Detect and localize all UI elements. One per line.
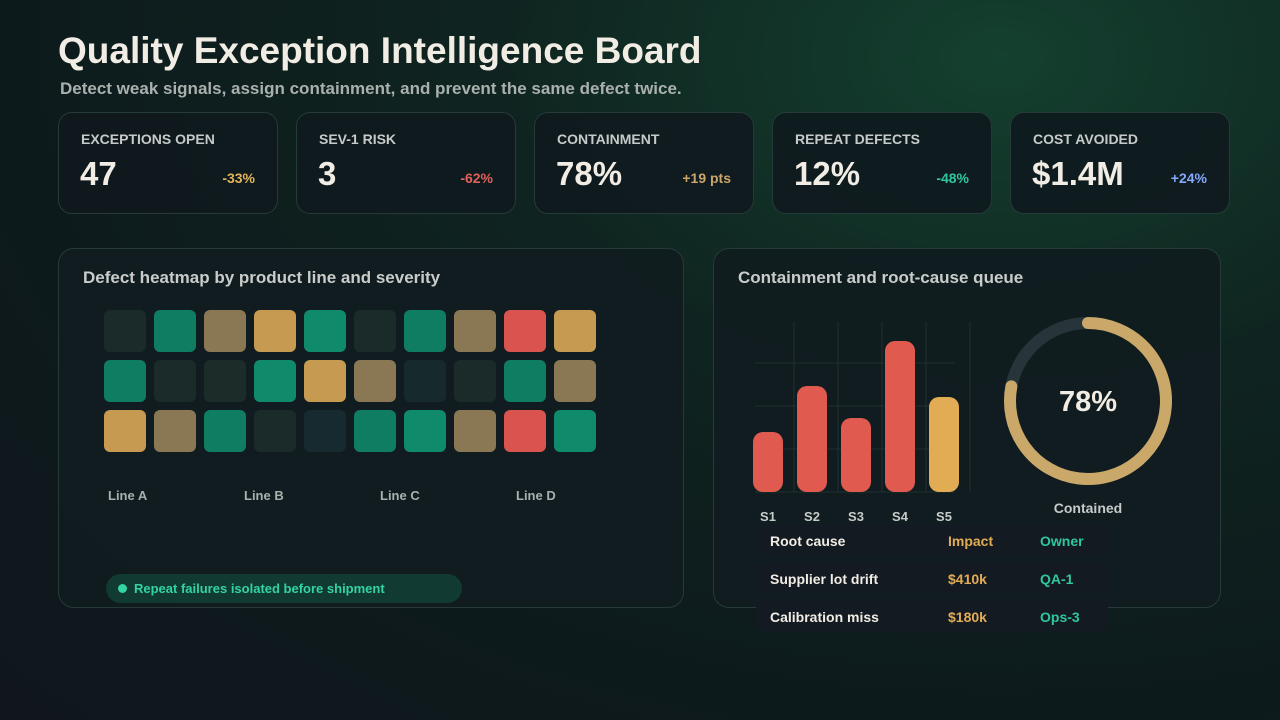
column-label: Line B: [244, 488, 284, 503]
kpi-label: EXCEPTIONS OPEN: [81, 131, 215, 147]
heat-cell: [154, 410, 196, 452]
heat-cell: [354, 410, 396, 452]
heat-cell: [504, 310, 546, 352]
heat-cell: [554, 410, 596, 452]
queue-charts: S1 S2 S3 S4 S5 78% Contained: [753, 317, 1172, 524]
donut-arc: [1004, 317, 1172, 485]
heat-cell: [454, 310, 496, 352]
panel-title: Containment and root-cause queue: [738, 268, 1024, 287]
column-label: Line C: [380, 488, 420, 503]
kpi-card: COST AVOIDED $1.4M +24%: [1010, 112, 1230, 214]
kpi-value: $1.4M: [1032, 155, 1124, 192]
x-tick-label: S4: [892, 509, 909, 524]
heat-cell: [154, 310, 196, 352]
kpi-delta: -48%: [936, 170, 969, 186]
kpi-delta: +19 pts: [682, 170, 731, 186]
table-cell: $410k: [948, 571, 987, 587]
donut-value: 78%: [1059, 386, 1117, 418]
kpi-card: EXCEPTIONS OPEN 47 -33%: [58, 112, 278, 214]
kpi-value: 12%: [794, 155, 861, 192]
bar: [753, 432, 783, 492]
kpi-label: SEV-1 RISK: [319, 131, 397, 147]
heat-cell: [254, 410, 296, 452]
heat-cell: [354, 360, 396, 402]
table-cell: Ops-3: [1040, 609, 1080, 625]
table-cell: Root cause: [770, 533, 846, 549]
heat-cell: [504, 410, 546, 452]
heat-cell: [304, 360, 346, 402]
kpi-card: CONTAINMENT 78% +19 pts: [534, 112, 754, 214]
kpi-card: REPEAT DEFECTS 12% -48%: [772, 112, 992, 214]
x-tick-label: S1: [760, 509, 776, 524]
kpi-label: CONTAINMENT: [557, 131, 660, 147]
bar: [797, 386, 827, 492]
table-row: Supplier lot drift $410k QA-1: [756, 563, 1108, 593]
table-row: Root cause Impact Owner: [756, 525, 1108, 555]
page-subtitle: Detect weak signals, assign containment,…: [60, 79, 682, 98]
heat-cell: [204, 410, 246, 452]
table-cell: $180k: [948, 609, 987, 625]
heat-cell: [204, 360, 246, 402]
heat-cell: [304, 410, 346, 452]
heat-cell: [354, 310, 396, 352]
kpi-delta: +24%: [1170, 170, 1207, 186]
kpi-value: 78%: [556, 155, 623, 192]
kpi-delta: -33%: [222, 170, 255, 186]
kpi-value: 3: [318, 155, 337, 192]
heat-cell: [304, 310, 346, 352]
note-pill: Repeat failures isolated before shipment: [106, 574, 462, 603]
table-cell: QA-1: [1040, 571, 1074, 587]
page-title: Quality Exception Intelligence Board: [58, 30, 702, 71]
heat-cell: [504, 360, 546, 402]
heat-cell: [554, 360, 596, 402]
note-text: Repeat failures isolated before shipment: [134, 581, 385, 596]
heat-cell: [404, 360, 446, 402]
heatmap: Line A Line B Line C Line D: [104, 310, 596, 503]
heat-cell: [404, 310, 446, 352]
donut-label: Contained: [1054, 500, 1122, 516]
kpi-label: COST AVOIDED: [1033, 131, 1139, 147]
heat-cell: [254, 360, 296, 402]
heat-cell: [454, 360, 496, 402]
table-cell: Calibration miss: [770, 609, 879, 625]
table-cell: Supplier lot drift: [770, 571, 879, 587]
table-cell: Owner: [1040, 533, 1084, 549]
kpi-delta: -62%: [460, 170, 493, 186]
table-cell: Impact: [948, 533, 994, 549]
table-row: Calibration miss $180k Ops-3: [756, 601, 1108, 631]
panel-title: Defect heatmap by product line and sever…: [83, 268, 441, 287]
kpi-value: 47: [80, 155, 117, 192]
heat-cell: [454, 410, 496, 452]
column-label: Line A: [108, 488, 148, 503]
note-dot: [118, 584, 127, 593]
heat-cell: [404, 410, 446, 452]
bar: [885, 341, 915, 492]
kpi-label: REPEAT DEFECTS: [795, 131, 920, 147]
heat-cell: [104, 360, 146, 402]
bar: [929, 397, 959, 492]
x-tick-label: S2: [804, 509, 820, 524]
heat-cell: [204, 310, 246, 352]
bar: [841, 418, 871, 492]
heat-cell: [254, 310, 296, 352]
heat-cell: [554, 310, 596, 352]
x-tick-label: S5: [936, 509, 952, 524]
kpi-card: SEV-1 RISK 3 -62%: [296, 112, 516, 214]
heat-cell: [154, 360, 196, 402]
column-label: Line D: [516, 488, 556, 503]
x-tick-label: S3: [848, 509, 864, 524]
heat-cell: [104, 310, 146, 352]
heat-cell: [104, 410, 146, 452]
